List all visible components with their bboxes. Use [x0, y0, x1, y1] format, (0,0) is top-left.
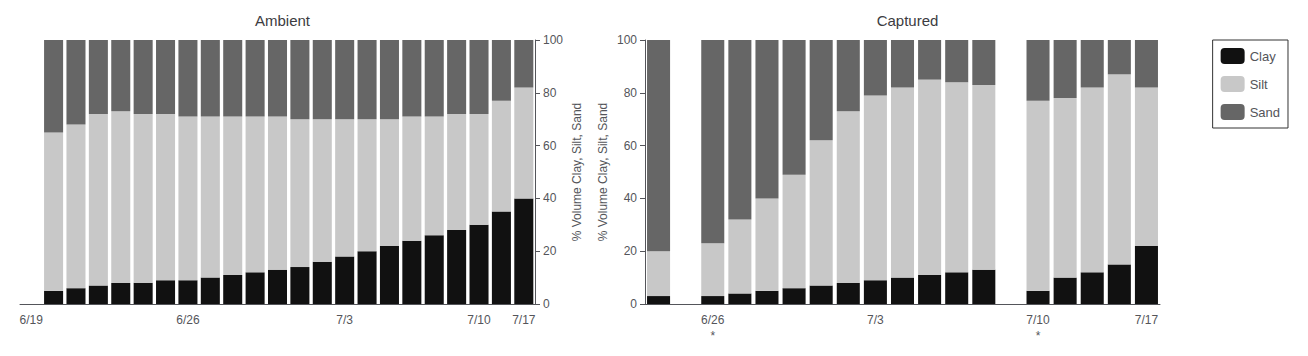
- svg-text:6/26: 6/26: [701, 313, 725, 327]
- svg-text:Clay: Clay: [1250, 49, 1277, 64]
- svg-text:60: 60: [624, 139, 638, 153]
- svg-text:40: 40: [624, 191, 638, 205]
- svg-text:6/19: 6/19: [20, 313, 44, 327]
- svg-text:100: 100: [617, 33, 637, 47]
- svg-text:7/3: 7/3: [867, 313, 884, 327]
- svg-text:80: 80: [543, 86, 557, 100]
- svg-text:100: 100: [543, 33, 563, 47]
- svg-text:7/10: 7/10: [1026, 313, 1050, 327]
- svg-text:% Volume Clay, Silt, Sand: % Volume Clay, Silt, Sand: [596, 103, 610, 242]
- svg-text:80: 80: [624, 86, 638, 100]
- svg-text:40: 40: [543, 191, 557, 205]
- svg-text:0: 0: [543, 297, 550, 311]
- svg-text:20: 20: [543, 244, 557, 258]
- svg-text:20: 20: [624, 244, 638, 258]
- svg-text:7/3: 7/3: [336, 313, 353, 327]
- svg-text:*: *: [710, 329, 715, 343]
- svg-text:6/26: 6/26: [176, 313, 200, 327]
- svg-text:Silt: Silt: [1250, 77, 1268, 92]
- svg-text:0: 0: [630, 297, 637, 311]
- svg-text:Ambient: Ambient: [255, 12, 311, 29]
- svg-text:*: *: [1036, 329, 1041, 343]
- svg-text:Sand: Sand: [1250, 105, 1280, 120]
- svg-text:7/10: 7/10: [467, 313, 491, 327]
- svg-text:Captured: Captured: [877, 12, 939, 29]
- svg-text:60: 60: [543, 139, 557, 153]
- svg-text:7/17: 7/17: [512, 313, 536, 327]
- svg-text:7/17: 7/17: [1135, 313, 1159, 327]
- svg-text:% Volume Clay, Silt, Sand: % Volume Clay, Silt, Sand: [570, 103, 584, 242]
